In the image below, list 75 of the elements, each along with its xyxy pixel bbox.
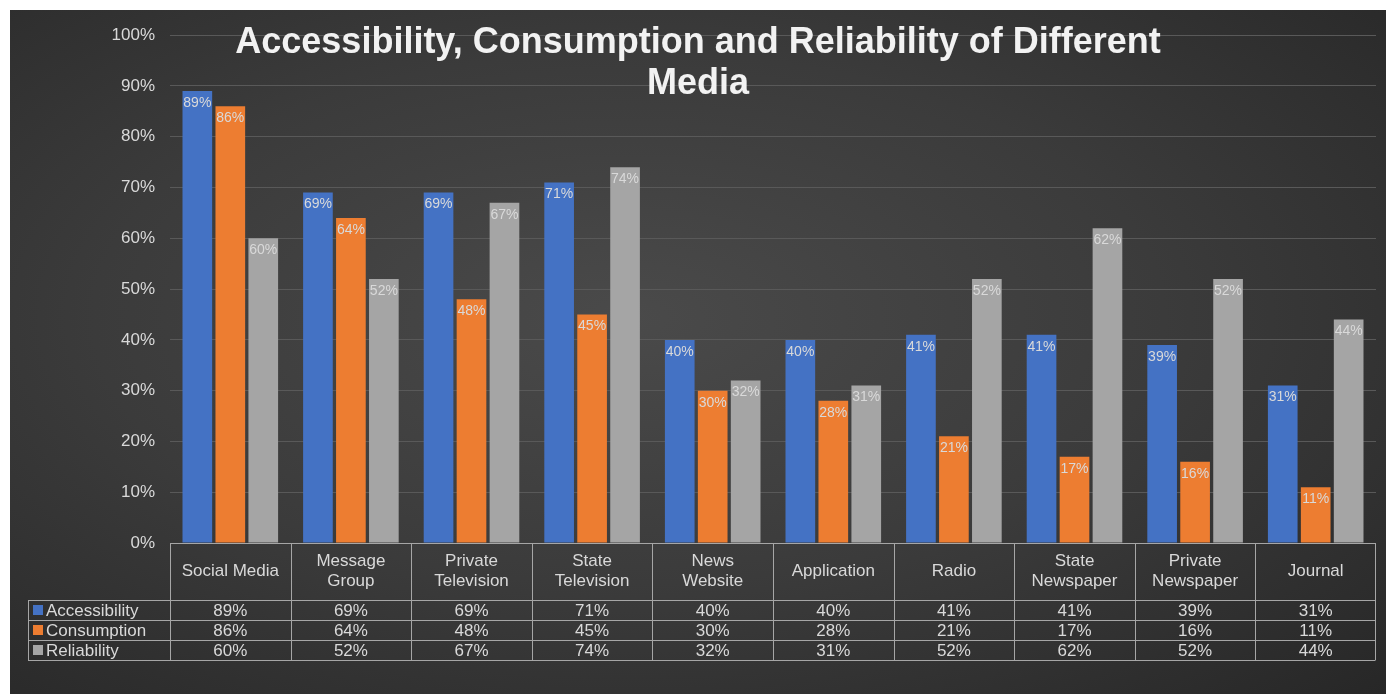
y-tick-label: 60% xyxy=(120,228,155,248)
data-label: 45% xyxy=(575,620,610,640)
text: 69% xyxy=(303,195,332,212)
x-tick-label: Application xyxy=(791,561,875,581)
text: 41% xyxy=(1027,337,1056,354)
y-tick-label: 40% xyxy=(120,329,155,349)
x-tick-label: State Television xyxy=(554,551,630,591)
x-tick-label: Message Group xyxy=(316,551,386,591)
x-tick-label: State Newspaper xyxy=(1031,551,1118,591)
legend-label: Accessibility xyxy=(46,600,140,620)
data-label: 67% xyxy=(454,640,489,660)
text: 31% xyxy=(1268,388,1297,405)
text: 30% xyxy=(698,393,727,410)
data-label: 16% xyxy=(1178,620,1213,640)
data-label: 89% xyxy=(213,600,248,620)
data-label: 28% xyxy=(816,620,851,640)
data-label: 52% xyxy=(333,640,368,660)
chart-title: Accessibility, Consumption and Reliability of Different Media xyxy=(235,19,1161,102)
legend-label: Reliability xyxy=(46,640,120,660)
x-tick-label: News Website xyxy=(682,551,744,591)
data-label: 31% xyxy=(1298,600,1333,620)
text: 40% xyxy=(665,342,694,359)
x-tick-label: Radio xyxy=(931,561,977,581)
x-tick-label: Private Television xyxy=(434,551,509,591)
text: 48% xyxy=(457,302,486,319)
data-label: 39% xyxy=(1178,600,1213,620)
y-tick-label: 80% xyxy=(120,126,155,146)
text: 41% xyxy=(906,337,935,354)
data-label: 69% xyxy=(333,600,368,620)
text: 28% xyxy=(819,403,848,420)
data-label: 40% xyxy=(816,600,851,620)
data-label: 64% xyxy=(333,620,368,640)
data-label: 74% xyxy=(575,640,610,660)
data-label: 44% xyxy=(1298,640,1333,660)
text: 71% xyxy=(545,185,574,202)
data-label: 31% xyxy=(816,640,851,660)
y-tick-label: 70% xyxy=(120,177,155,197)
text: 64% xyxy=(336,220,365,237)
y-tick-label: 90% xyxy=(120,75,155,95)
text: 11% xyxy=(1302,490,1330,506)
x-tick-label: Social Media xyxy=(181,561,280,581)
data-label: 52% xyxy=(936,640,971,660)
data-label: 69% xyxy=(454,600,489,620)
legend-label: Consumption xyxy=(46,620,147,640)
text: 39% xyxy=(1148,347,1177,364)
data-label: 40% xyxy=(695,600,730,620)
data-label: 52% xyxy=(1178,640,1213,660)
text: 89% xyxy=(183,93,212,110)
data-label: 62% xyxy=(1057,640,1092,660)
text: 86% xyxy=(216,109,245,126)
x-tick-label: Private Newspaper xyxy=(1152,551,1239,591)
data-label: 21% xyxy=(936,620,971,640)
y-tick-label: 0% xyxy=(130,532,155,552)
data-label: 86% xyxy=(213,620,248,640)
y-tick-label: 10% xyxy=(120,481,155,501)
data-label: 11% xyxy=(1299,620,1333,640)
text: 69% xyxy=(424,195,453,212)
x-tick-label: Journal xyxy=(1287,561,1344,581)
text: 40% xyxy=(786,342,815,359)
y-tick-label: 100% xyxy=(111,24,155,44)
text: 16% xyxy=(1181,464,1210,481)
y-tick-label: 20% xyxy=(120,431,155,451)
data-label: 32% xyxy=(695,640,730,660)
data-label: 30% xyxy=(695,620,730,640)
text: 21% xyxy=(939,439,968,456)
data-label: 48% xyxy=(454,620,489,640)
y-tick-label: 50% xyxy=(120,278,155,298)
data-label: 41% xyxy=(1057,600,1092,620)
data-label: 17% xyxy=(1057,620,1092,640)
text: 45% xyxy=(578,317,607,334)
text: 17% xyxy=(1060,459,1089,476)
y-tick-label: 30% xyxy=(120,380,155,400)
data-label: 60% xyxy=(213,640,248,660)
data-label: 71% xyxy=(575,600,610,620)
data-label: 41% xyxy=(936,600,971,620)
